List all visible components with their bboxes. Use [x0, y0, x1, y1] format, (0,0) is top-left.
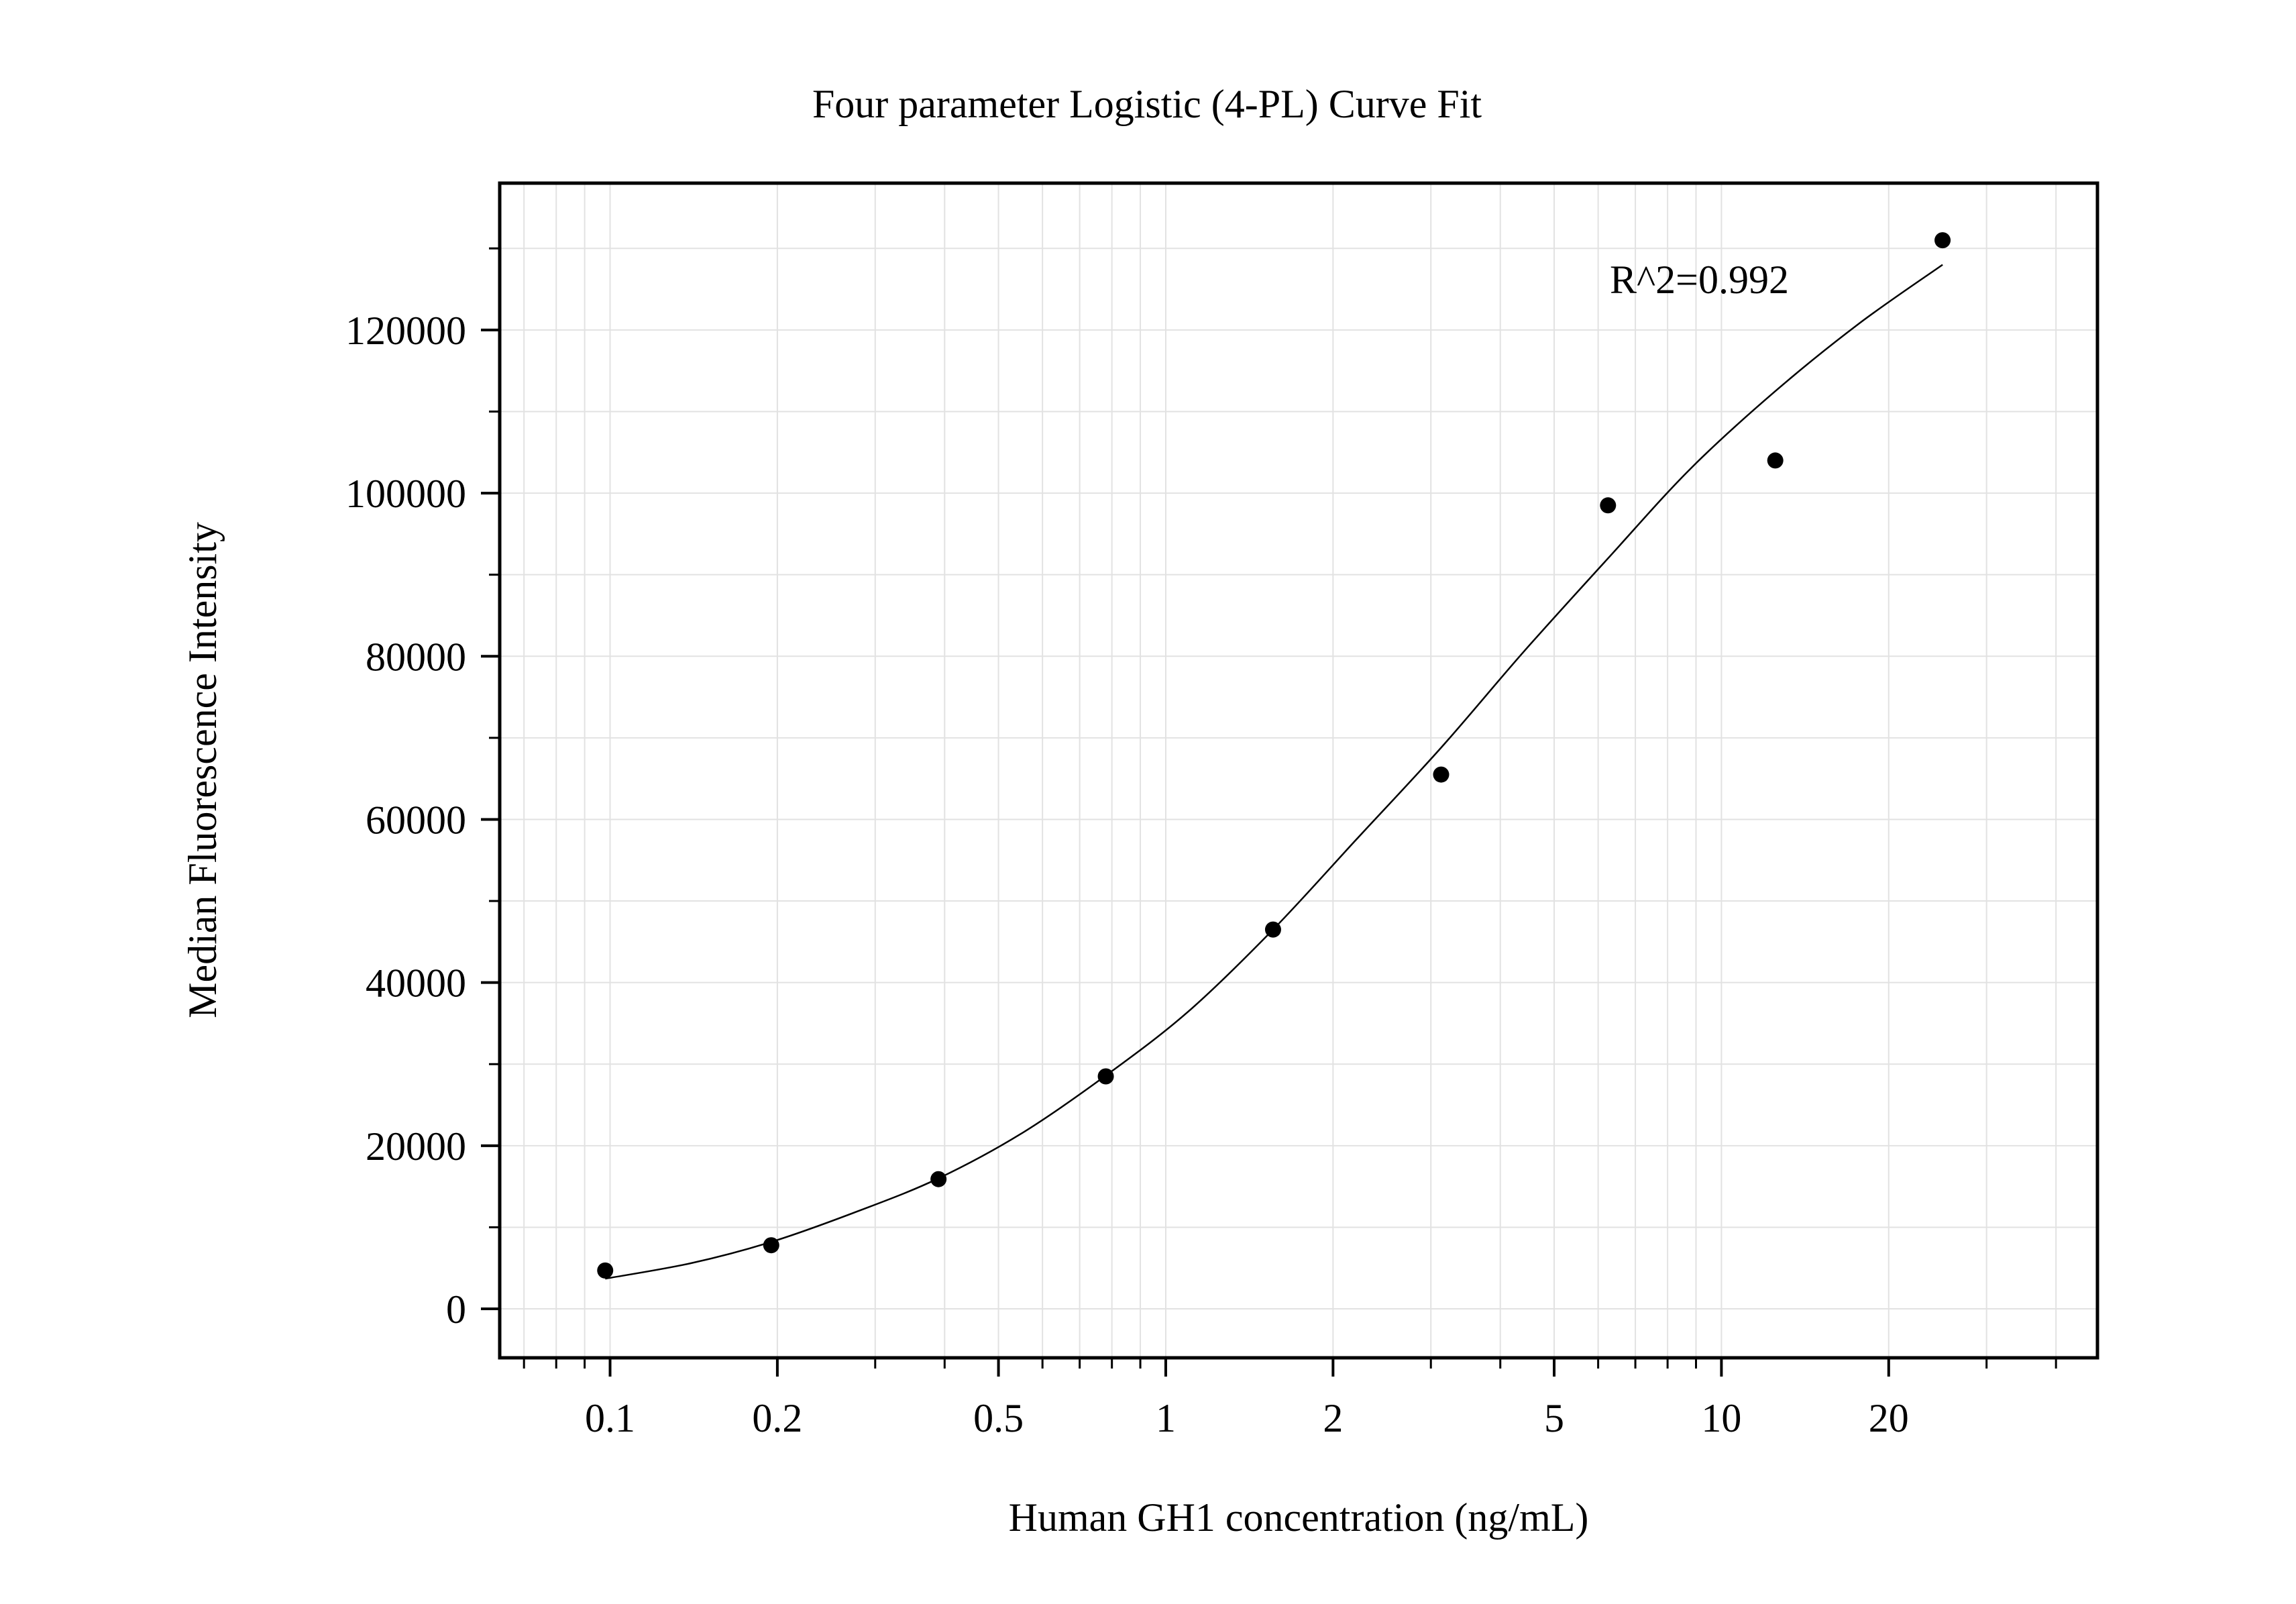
x-tick-label: 0.1 [585, 1396, 635, 1440]
data-point [763, 1237, 779, 1254]
grid [500, 183, 2097, 1358]
data-point [930, 1171, 947, 1187]
x-tick-label: 5 [1544, 1396, 1564, 1440]
y-tick-label: 100000 [345, 472, 466, 516]
data-points [597, 232, 1951, 1279]
y-tick-label: 80000 [366, 635, 466, 679]
y-tick-label: 120000 [345, 309, 466, 353]
data-point [597, 1262, 614, 1279]
y-tick-label: 20000 [366, 1124, 466, 1169]
y-tick-label: 0 [446, 1287, 466, 1332]
data-point [1767, 452, 1784, 469]
x-tick-label: 0.5 [973, 1396, 1024, 1440]
data-point [1097, 1068, 1114, 1085]
data-point [1264, 921, 1281, 938]
plot-frame [498, 181, 2099, 1360]
chart-title: Four parameter Logistic (4-PL) Curve Fit [812, 82, 1482, 126]
x-tick-label: 2 [1323, 1396, 1343, 1440]
y-tick-label: 60000 [366, 798, 466, 842]
x-tick-label: 0.2 [752, 1396, 802, 1440]
y-tick-label: 40000 [366, 961, 466, 1006]
x-axis-label: Human GH1 concentration (ng/mL) [1009, 1495, 1589, 1540]
axis-ticks: 0.1 0.2 0.5 1 2 5 10 20 0 20000 40000 60000 80000 100… [345, 247, 2057, 1440]
data-point [1934, 232, 1951, 249]
data-point [1433, 766, 1450, 783]
x-tick-label: 1 [1156, 1396, 1176, 1440]
r-squared-annotation: R^2=0.992 [1610, 258, 1789, 302]
fit-curve [605, 264, 1943, 1280]
fit-curve-layer [605, 264, 1943, 1280]
x-tick-label: 20 [1869, 1396, 1909, 1440]
y-axis-label: Median Fluorescence Intensity [180, 522, 225, 1018]
data-point [1600, 497, 1617, 514]
x-tick-label: 10 [1701, 1396, 1741, 1440]
